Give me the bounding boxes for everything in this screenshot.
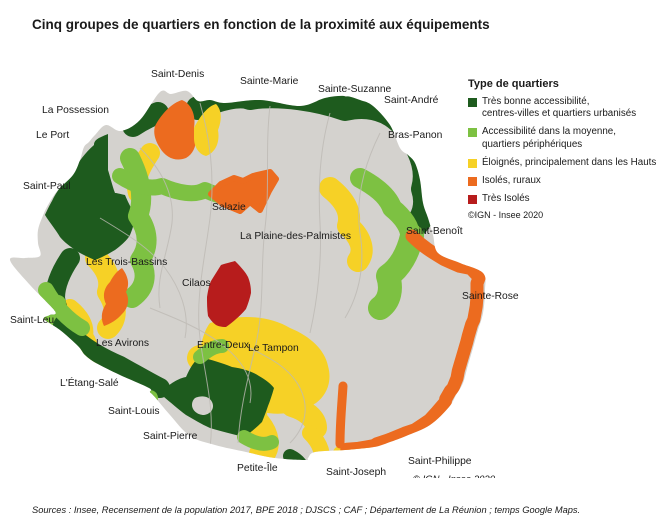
svg-text:Entre-Deux: Entre-Deux	[197, 340, 250, 351]
svg-text:Le Tampon: Le Tampon	[248, 343, 299, 354]
svg-text:Sainte-Marie: Sainte-Marie	[240, 76, 299, 87]
svg-text:Bras-Panon: Bras-Panon	[388, 130, 443, 141]
svg-text:Les Trois-Bassins: Les Trois-Bassins	[86, 257, 167, 268]
svg-text:© IGN - Insee 2020: © IGN - Insee 2020	[413, 474, 496, 478]
svg-text:Saint-Denis: Saint-Denis	[151, 69, 204, 80]
svg-text:Saint-Joseph: Saint-Joseph	[326, 467, 386, 478]
svg-text:Saint-Louis: Saint-Louis	[108, 406, 160, 417]
svg-text:Saint-Pierre: Saint-Pierre	[143, 431, 198, 442]
svg-text:Les Avirons: Les Avirons	[96, 338, 149, 349]
svg-text:Saint-Philippe: Saint-Philippe	[408, 456, 472, 467]
svg-text:Saint-Leu: Saint-Leu	[10, 315, 54, 326]
svg-text:Sainte-Suzanne: Sainte-Suzanne	[318, 84, 392, 95]
svg-text:La Plaine-des-Palmistes: La Plaine-des-Palmistes	[240, 231, 351, 242]
svg-text:Sainte-Rose: Sainte-Rose	[462, 291, 519, 302]
svg-text:Saint-Benoît: Saint-Benoît	[406, 226, 463, 237]
svg-text:Saint-André: Saint-André	[384, 95, 439, 106]
svg-text:La Possession: La Possession	[42, 105, 109, 116]
svg-text:L'Étang-Salé: L'Étang-Salé	[60, 376, 119, 389]
svg-text:Saint-Paul: Saint-Paul	[23, 181, 71, 192]
svg-text:Cilaos: Cilaos	[182, 278, 211, 289]
svg-text:Le Port: Le Port	[36, 130, 69, 141]
svg-text:Salazie: Salazie	[212, 202, 246, 213]
svg-text:Petite-Île: Petite-Île	[237, 461, 278, 474]
